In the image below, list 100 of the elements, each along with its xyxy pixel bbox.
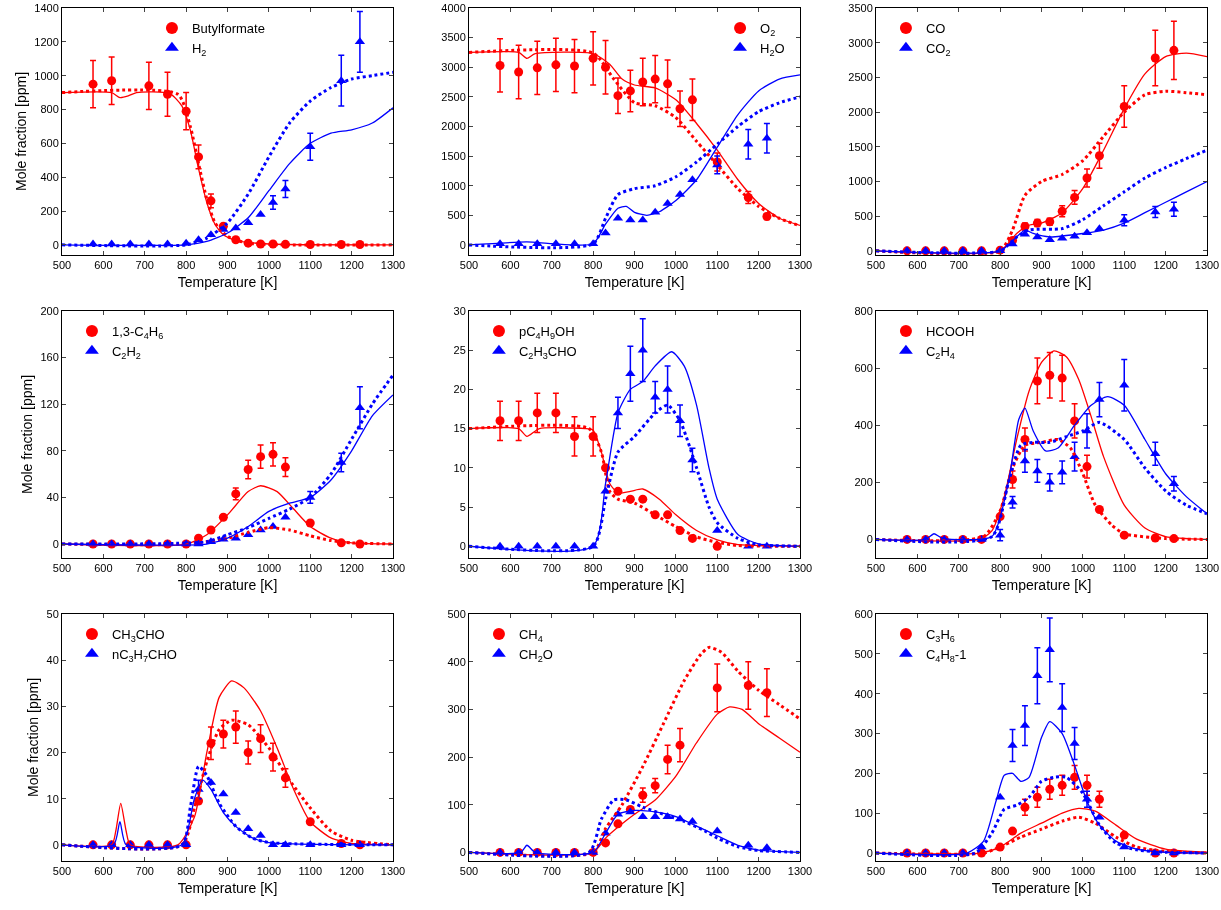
- legend-label: C$_{2}$H$_{4}$: [925, 343, 955, 361]
- y-tick-label: 3000: [848, 36, 873, 49]
- x-tick-label: 800: [583, 259, 603, 272]
- y-tick-label: 3000: [441, 61, 466, 74]
- y-tick-label: 600: [40, 137, 59, 150]
- x-tick-label: 1100: [1112, 865, 1137, 878]
- x-tick-label: 700: [542, 865, 561, 878]
- legend-label: C$_{4}$H$_{8}$-1: [925, 646, 967, 664]
- x-tick-label: 1100: [705, 865, 730, 878]
- y-tick-label: 15: [453, 422, 466, 435]
- x-tick-label: 700: [135, 259, 154, 272]
- legend-label: CH$_{4}$: [518, 626, 543, 644]
- x-tick-label: 1300: [787, 562, 813, 575]
- y-tick-label: 20: [453, 383, 466, 396]
- y-axis-title: Mole fraction [ppm]: [19, 374, 36, 495]
- x-tick-label: 1300: [1194, 562, 1220, 575]
- legend-label: CH$_{3}$CHO: [111, 626, 165, 644]
- x-tick-label: 900: [218, 865, 237, 878]
- y-tick-label: 0: [459, 846, 466, 859]
- x-tick-label: 1100: [705, 562, 730, 575]
- y-tick-label: 40: [46, 654, 59, 667]
- y-tick-label: 20: [46, 746, 59, 759]
- y-tick-label: 25: [453, 344, 466, 357]
- x-tick-label: 900: [1032, 259, 1051, 272]
- y-tick-label: 600: [854, 361, 873, 374]
- x-tick-label: 1000: [1070, 259, 1096, 272]
- y-tick-label: 1500: [441, 149, 466, 162]
- x-tick-label: 800: [176, 259, 196, 272]
- x-tick-label: 600: [501, 562, 520, 575]
- y-tick-label: 10: [453, 461, 466, 474]
- x-tick-label: 700: [135, 562, 154, 575]
- x-tick-label: 700: [542, 562, 561, 575]
- y-tick-label: 100: [447, 798, 466, 811]
- x-tick-label: 1300: [380, 259, 406, 272]
- x-tick-label: 800: [583, 865, 603, 878]
- y-tick-label: 2500: [441, 90, 466, 103]
- legend-label: nC$_{3}$H$_{7}$CHO: [111, 646, 177, 664]
- x-tick-label: 1100: [298, 865, 323, 878]
- x-axis-title: Temperature [K]: [584, 576, 685, 593]
- x-tick-label: 1200: [339, 865, 364, 878]
- x-tick-label: 800: [990, 562, 1010, 575]
- y-tick-label: 200: [40, 204, 59, 217]
- legend-label: 1,3-C$_{4}$H$_{6}$: [111, 323, 164, 341]
- y-tick-label: 400: [40, 171, 59, 184]
- y-tick-label: 200: [854, 767, 873, 780]
- y-tick-label: 800: [854, 304, 873, 317]
- y-tick-label: 0: [866, 846, 873, 859]
- y-tick-label: 500: [447, 607, 466, 620]
- y-tick-label: 40: [46, 491, 59, 504]
- x-tick-label: 1100: [298, 562, 323, 575]
- x-tick-label: 1000: [1070, 562, 1096, 575]
- x-tick-label: 1200: [746, 259, 771, 272]
- x-tick-label: 1200: [1153, 259, 1178, 272]
- y-tick-label: 3500: [441, 31, 466, 44]
- x-tick-label: 700: [949, 865, 968, 878]
- x-tick-label: 1100: [298, 259, 323, 272]
- x-tick-label: 1100: [1112, 259, 1137, 272]
- y-tick-label: 0: [459, 540, 466, 553]
- x-tick-label: 800: [990, 259, 1010, 272]
- x-tick-label: 1000: [663, 259, 689, 272]
- x-tick-label: 900: [1032, 865, 1051, 878]
- legend-label: Butylformate: [191, 20, 265, 36]
- y-tick-label: 2500: [848, 71, 873, 84]
- x-tick-label: 600: [94, 562, 113, 575]
- legend-label: CH$_{2}$O: [518, 646, 553, 664]
- x-tick-label: 1300: [787, 259, 813, 272]
- x-tick-label: 900: [625, 562, 644, 575]
- x-tick-label: 1200: [746, 562, 771, 575]
- y-tick-label: 1200: [34, 35, 59, 48]
- x-tick-label: 700: [135, 865, 154, 878]
- y-tick-label: 3500: [848, 1, 873, 14]
- x-axis-title: Temperature [K]: [991, 576, 1092, 593]
- x-tick-label: 600: [908, 259, 927, 272]
- x-tick-label: 700: [949, 259, 968, 272]
- x-tick-label: 900: [625, 865, 644, 878]
- y-tick-label: 30: [46, 700, 59, 713]
- y-tick-label: 500: [447, 209, 466, 222]
- y-tick-label: 5: [459, 500, 466, 513]
- x-axis-title: Temperature [K]: [177, 273, 278, 290]
- legend-label: CO$_{2}$: [925, 40, 951, 58]
- x-tick-label: 1300: [1194, 865, 1220, 878]
- x-tick-label: 700: [542, 259, 561, 272]
- y-tick-label: 100: [854, 807, 873, 820]
- x-tick-label: 1200: [339, 259, 364, 272]
- y-tick-label: 10: [46, 792, 59, 805]
- y-tick-label: 600: [854, 607, 873, 620]
- x-tick-label: 900: [218, 562, 237, 575]
- x-tick-label: 1000: [663, 865, 689, 878]
- x-tick-label: 900: [218, 259, 237, 272]
- legend-label: H$_{2}$: [191, 40, 207, 58]
- y-axis-title: Mole fraction [ppm]: [25, 677, 42, 798]
- x-axis-title: Temperature [K]: [584, 273, 685, 290]
- x-tick-label: 1200: [746, 865, 771, 878]
- y-tick-label: 2000: [441, 120, 466, 133]
- y-tick-label: 400: [854, 419, 873, 432]
- x-tick-label: 1300: [787, 865, 813, 878]
- y-tick-label: 0: [866, 533, 873, 546]
- y-tick-label: 160: [40, 351, 59, 364]
- legend-label: O$_{2}$: [760, 20, 776, 38]
- x-tick-label: 600: [908, 865, 927, 878]
